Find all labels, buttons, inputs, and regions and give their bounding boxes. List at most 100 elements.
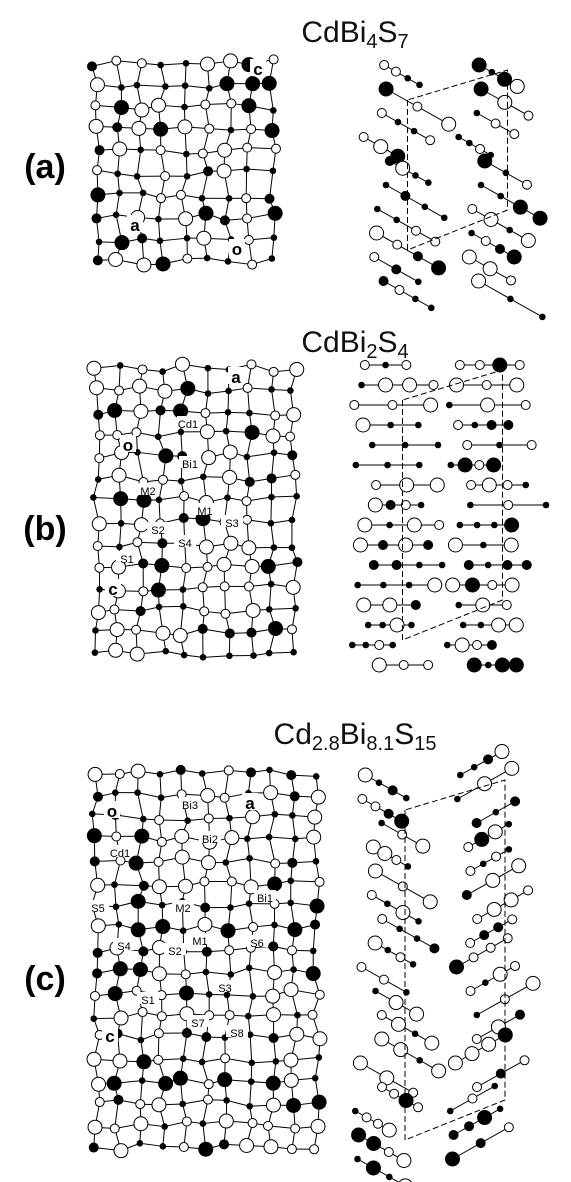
atom — [93, 166, 102, 175]
atom — [247, 1032, 253, 1038]
atom — [138, 1008, 147, 1017]
atom — [156, 497, 162, 503]
atom — [375, 1032, 389, 1046]
bond — [269, 837, 295, 839]
atom — [135, 790, 141, 796]
panel-label: (a) — [24, 148, 66, 186]
atom — [526, 976, 540, 990]
atom — [183, 61, 189, 67]
atom — [225, 831, 239, 845]
atom — [428, 305, 434, 311]
atom — [226, 196, 232, 202]
atom — [134, 1117, 148, 1131]
bond — [95, 630, 96, 652]
atom — [198, 917, 212, 931]
atom — [93, 969, 102, 978]
atom — [244, 235, 253, 244]
atom — [352, 1128, 366, 1142]
atom — [220, 216, 229, 225]
subscript: 7 — [398, 31, 409, 53]
atom — [156, 194, 165, 203]
atom — [504, 501, 513, 510]
atom — [96, 239, 102, 245]
atom — [511, 961, 520, 970]
atom — [393, 240, 402, 249]
atom — [200, 607, 209, 616]
atom-label: S2 — [151, 525, 164, 537]
atom — [136, 1100, 145, 1109]
atom — [175, 850, 189, 864]
atom — [271, 411, 280, 420]
atom — [523, 482, 529, 488]
atom — [113, 904, 119, 910]
atom — [455, 638, 469, 652]
atom — [416, 279, 422, 285]
atom-label: M2 — [140, 486, 155, 498]
atom — [400, 478, 414, 492]
atom — [358, 518, 372, 532]
atom — [180, 986, 194, 1000]
atom — [473, 641, 482, 650]
atom — [247, 1103, 253, 1109]
atom — [157, 1012, 166, 1021]
atom — [368, 864, 382, 878]
atom — [504, 538, 518, 552]
atom-label: S8 — [230, 1028, 243, 1040]
atom — [467, 658, 481, 672]
bond — [271, 523, 274, 547]
atom — [245, 425, 259, 439]
atom — [269, 55, 278, 64]
atom — [410, 962, 416, 968]
atom — [201, 856, 215, 870]
atom — [264, 786, 278, 800]
atom — [406, 582, 412, 588]
atom — [182, 83, 188, 89]
atom — [367, 891, 376, 900]
atom — [95, 454, 104, 463]
atom — [205, 391, 211, 397]
bond — [185, 63, 186, 85]
atom — [157, 771, 163, 777]
atom — [151, 583, 165, 597]
atom — [247, 410, 253, 416]
atom — [404, 795, 410, 801]
atom-label: S1 — [141, 995, 154, 1007]
atom — [139, 587, 148, 596]
atom — [228, 972, 234, 978]
atom — [481, 398, 495, 412]
atom — [369, 442, 375, 448]
atom — [182, 563, 191, 572]
atom — [287, 771, 296, 780]
atom — [131, 764, 145, 778]
atom — [88, 1120, 102, 1134]
atom — [204, 167, 213, 176]
bond — [292, 496, 297, 520]
atom — [524, 886, 533, 895]
panel-label: (c) — [24, 960, 66, 998]
atom — [413, 102, 422, 111]
atom — [402, 442, 408, 448]
atom — [243, 143, 252, 152]
atom — [220, 582, 229, 591]
atom — [156, 604, 162, 610]
atom — [486, 943, 495, 952]
atom — [290, 1027, 304, 1041]
atom — [223, 445, 237, 459]
atom — [228, 127, 234, 133]
chain — [470, 849, 508, 871]
atom — [132, 625, 141, 634]
atom — [462, 891, 471, 900]
atom — [478, 777, 492, 791]
atom — [495, 745, 509, 759]
atom — [289, 545, 295, 551]
atom — [465, 1122, 474, 1131]
atom — [402, 361, 411, 370]
atom — [428, 578, 442, 592]
atom — [412, 1031, 418, 1037]
atom — [471, 764, 477, 770]
atom — [268, 965, 282, 979]
atom — [308, 1010, 317, 1019]
atom — [368, 936, 382, 950]
subscript: 15 — [414, 733, 436, 755]
atom — [93, 792, 102, 801]
